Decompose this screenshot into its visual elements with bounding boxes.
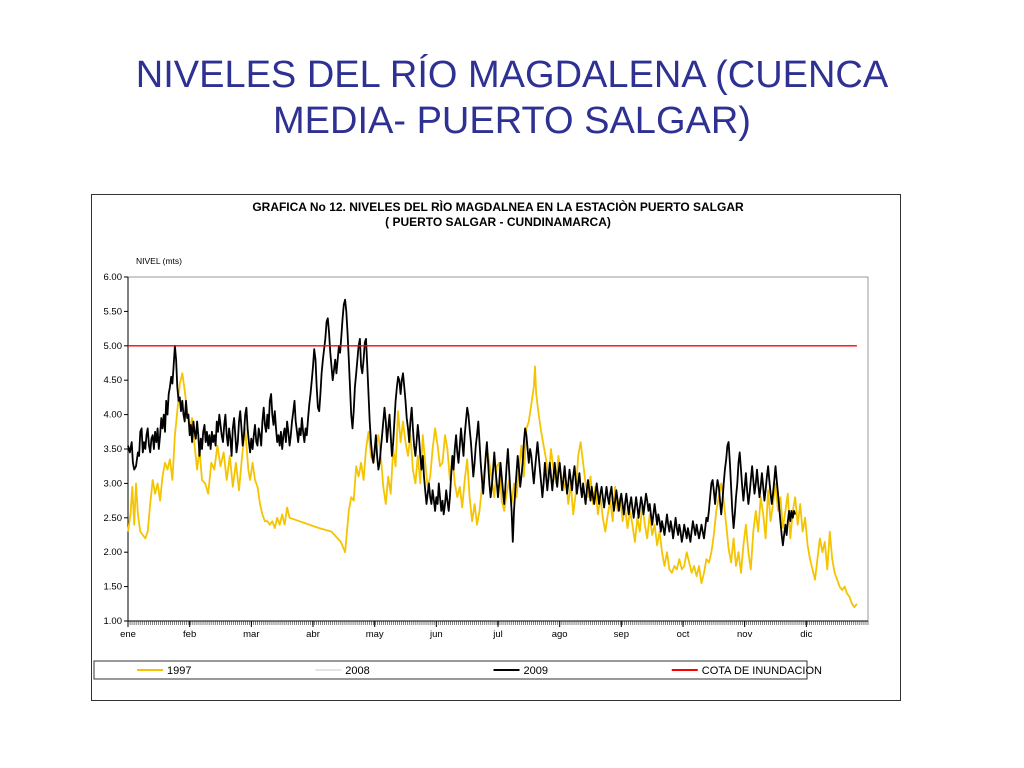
slide-title-line-2: MEDIA- PUERTO SALGAR) <box>273 100 751 142</box>
y-tick-label: 2.50 <box>104 513 123 524</box>
x-tick-label: may <box>366 629 384 640</box>
chart-title: GRAFICA No 12. NIVELES DEL RÌO MAGDALNEA… <box>252 199 744 214</box>
legend: 1997 2008 2009 COTA DE INUNDACION <box>93 660 822 680</box>
x-tick-label: mar <box>243 629 259 640</box>
y-tick-label: 2.00 <box>104 547 123 558</box>
y-tick-label: 3.00 <box>104 478 123 489</box>
chart-svg: GRAFICA No 12. NIVELES DEL RÌO MAGDALNEA… <box>93 199 869 680</box>
chart-subtitle: ( PUERTO SALGAR - CUNDINAMARCA) <box>385 215 611 229</box>
plot-area: 1.00 1.50 2.00 2.50 3.00 3.50 4.00 4.50 5.00 5.50… <box>104 272 869 640</box>
legend-box <box>93 660 808 680</box>
y-axis-label: NIVEL (mts) <box>136 256 182 266</box>
x-tick-label: oct <box>677 629 690 640</box>
series-line-2009 <box>127 298 797 547</box>
plot-border <box>127 276 869 622</box>
y-tick-label: 5.00 <box>104 341 123 352</box>
legend-label-2009: 2009 <box>524 665 548 677</box>
x-tick-label: jun <box>429 629 443 640</box>
slide-title: NIVELES DEL RÍO MAGDALENA (CUENCA MEDIA-… <box>60 52 964 144</box>
x-tick-label: sep <box>614 629 629 640</box>
slide-title-line-1: NIVELES DEL RÍO MAGDALENA (CUENCA <box>135 54 889 96</box>
y-tick-label: 4.00 <box>104 410 123 421</box>
x-tick-label: ene <box>120 629 136 640</box>
legend-label-1997: 1997 <box>167 665 191 677</box>
y-tick-label: 3.50 <box>104 444 123 455</box>
legend-label-cota-de-inundacion: COTA DE INUNDACION <box>702 665 822 677</box>
x-tick-label: abr <box>306 629 320 640</box>
y-tick-label: 6.00 <box>104 272 123 283</box>
x-tick-label: nov <box>737 629 753 640</box>
x-tick-label: jul <box>492 629 503 640</box>
x-tick-label: dic <box>800 629 812 640</box>
y-tick-label: 1.00 <box>104 616 123 627</box>
y-tick-label: 5.50 <box>104 306 123 317</box>
y-tick-label: 4.50 <box>104 375 123 386</box>
x-tick-label: feb <box>183 629 196 640</box>
chart-frame: GRAFICA No 12. NIVELES DEL RÌO MAGDALNEA… <box>91 194 901 701</box>
series-line-1997 <box>127 365 858 609</box>
legend-label-2008: 2008 <box>345 665 369 677</box>
y-tick-label: 1.50 <box>104 582 123 593</box>
x-tick-label: ago <box>552 629 568 640</box>
